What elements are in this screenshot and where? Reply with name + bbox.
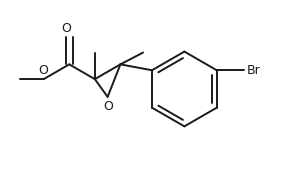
Text: O: O [104, 100, 114, 113]
Text: Br: Br [246, 64, 260, 77]
Text: O: O [61, 22, 71, 35]
Text: O: O [39, 64, 48, 77]
